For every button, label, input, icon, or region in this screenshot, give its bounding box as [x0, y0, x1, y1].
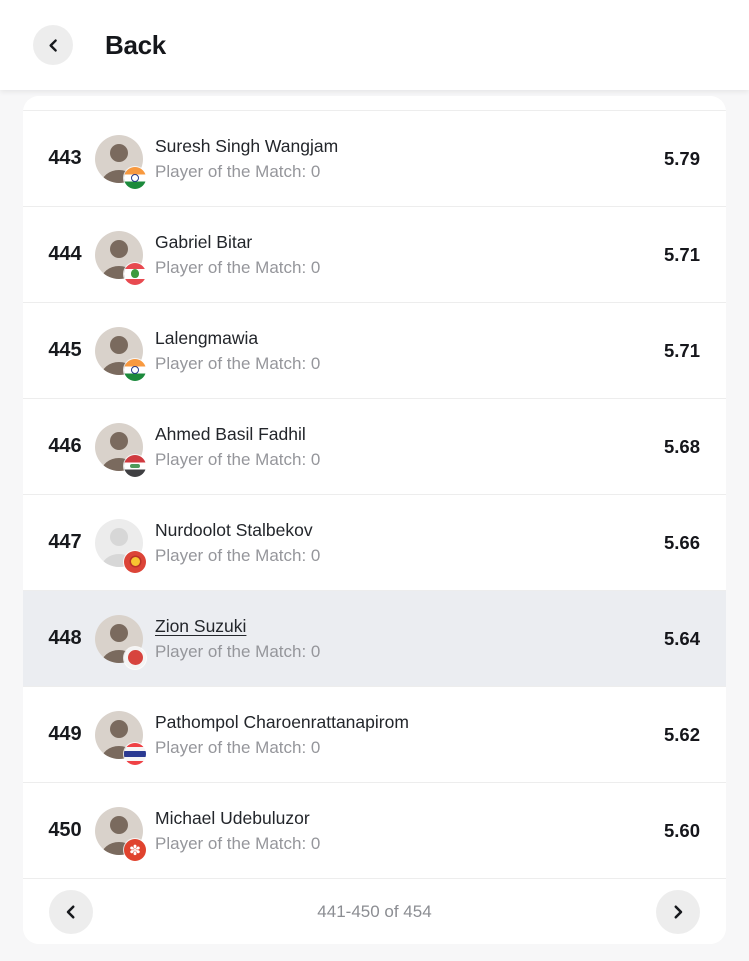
header: Back: [0, 0, 749, 90]
flag-lebanon-icon: [124, 262, 146, 285]
player-rating: 5.66: [663, 531, 700, 553]
player-row[interactable]: 445 Lalengmawia Player of the Match: 0 5…: [23, 302, 726, 398]
player-name[interactable]: Nurdoolot Stalbekov: [155, 519, 313, 540]
player-potm: Player of the Match: 0: [155, 641, 321, 661]
chevron-left-icon: [45, 37, 62, 54]
player-row[interactable]: 449 Pathompol Charoenrattanapirom Player…: [23, 686, 726, 782]
player-potm: Player of the Match: 0: [155, 257, 321, 277]
flag-hong-kong-icon: [124, 838, 146, 861]
player-name[interactable]: Gabriel Bitar: [155, 231, 253, 252]
next-page-button[interactable]: [655, 889, 700, 934]
player-avatar: [95, 230, 146, 285]
player-rank: 446: [48, 435, 82, 457]
player-info: Nurdoolot Stalbekov Player of the Match:…: [155, 519, 652, 566]
player-rank: 443: [48, 147, 82, 169]
player-name[interactable]: Michael Udebuluzor: [155, 807, 310, 828]
flag-japan-icon: [124, 646, 146, 669]
player-rating: 5.60: [663, 819, 700, 841]
player-potm: Player of the Match: 0: [155, 833, 321, 853]
player-potm: Player of the Match: 0: [155, 161, 321, 181]
player-avatar: [95, 422, 146, 477]
player-rank: 449: [48, 723, 82, 745]
player-name[interactable]: Suresh Singh Wangjam: [155, 135, 339, 156]
player-avatar: [95, 710, 146, 765]
player-avatar: [95, 134, 146, 189]
flag-kyrgyzstan-icon: [124, 550, 146, 573]
player-row[interactable]: 443 Suresh Singh Wangjam Player of the M…: [23, 110, 726, 206]
player-info: Lalengmawia Player of the Match: 0: [155, 327, 652, 374]
player-rank: 445: [48, 339, 82, 361]
player-rating: 5.71: [663, 339, 700, 361]
player-name[interactable]: Ahmed Basil Fadhil: [155, 423, 306, 444]
player-rank: 450: [48, 819, 82, 841]
player-avatar: [95, 806, 146, 861]
pagination: 441-450 of 454: [23, 878, 726, 944]
player-info: Gabriel Bitar Player of the Match: 0: [155, 231, 652, 278]
player-list: 443 Suresh Singh Wangjam Player of the M…: [23, 110, 726, 878]
player-row[interactable]: 446 Ahmed Basil Fadhil Player of the Mat…: [23, 398, 726, 494]
player-info: Ahmed Basil Fadhil Player of the Match: …: [155, 423, 652, 470]
prev-page-button[interactable]: [49, 889, 93, 934]
player-rating: 5.79: [663, 147, 700, 169]
player-name[interactable]: Lalengmawia: [155, 327, 259, 348]
player-row[interactable]: 444 Gabriel Bitar Player of the Match: 0…: [23, 206, 726, 302]
flag-india-icon: [124, 358, 146, 381]
player-rating: 5.71: [663, 243, 700, 265]
flag-india-icon: [124, 166, 146, 189]
player-rating: 5.64: [663, 627, 700, 649]
player-info: Michael Udebuluzor Player of the Match: …: [155, 807, 652, 854]
player-rank: 444: [48, 243, 82, 265]
player-rank: 448: [48, 627, 82, 649]
player-info: Pathompol Charoenrattanapirom Player of …: [155, 711, 652, 758]
pagination-range-label: 441-450 of 454: [317, 901, 432, 921]
rankings-card: 443 Suresh Singh Wangjam Player of the M…: [23, 96, 726, 944]
player-row[interactable]: 448 Zion Suzuki Player of the Match: 0 5…: [23, 590, 726, 686]
flag-thailand-icon: [124, 742, 146, 765]
chevron-left-icon: [62, 903, 80, 921]
player-rating: 5.62: [663, 723, 700, 745]
player-potm: Player of the Match: 0: [155, 737, 321, 757]
player-row[interactable]: 447 Nurdoolot Stalbekov Player of the Ma…: [23, 494, 726, 590]
player-info: Suresh Singh Wangjam Player of the Match…: [155, 135, 652, 182]
back-button[interactable]: [33, 25, 73, 65]
player-rank: 447: [48, 531, 82, 553]
player-info: Zion Suzuki Player of the Match: 0: [155, 615, 652, 662]
player-name[interactable]: Pathompol Charoenrattanapirom: [155, 711, 409, 732]
player-avatar: [95, 614, 146, 669]
player-avatar: [95, 518, 146, 573]
player-rating: 5.68: [663, 435, 700, 457]
chevron-right-icon: [669, 903, 687, 921]
player-potm: Player of the Match: 0: [155, 545, 321, 565]
player-avatar: [95, 326, 146, 381]
player-row[interactable]: 450 Michael Udebuluzor Player of the Mat…: [23, 782, 726, 878]
back-label: Back: [105, 29, 166, 60]
player-name[interactable]: Zion Suzuki: [155, 615, 247, 636]
player-potm: Player of the Match: 0: [155, 353, 321, 373]
flag-iraq-icon: [124, 454, 146, 477]
partial-row: [23, 96, 726, 110]
player-potm: Player of the Match: 0: [155, 449, 321, 469]
